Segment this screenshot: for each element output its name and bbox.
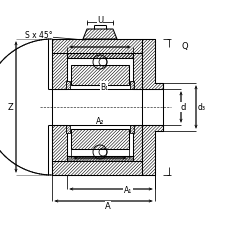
Polygon shape [66,82,70,90]
Text: d: d [180,103,185,112]
Text: A₂: A₂ [95,116,104,125]
Text: d₃: d₃ [197,103,205,112]
Polygon shape [67,54,132,59]
Polygon shape [52,54,67,90]
Polygon shape [52,125,67,161]
Polygon shape [129,125,134,134]
Text: Z: Z [7,103,13,112]
Polygon shape [52,40,141,59]
Text: A: A [105,202,110,211]
Polygon shape [66,125,70,134]
Polygon shape [67,156,132,161]
Polygon shape [132,54,141,90]
Text: B₁: B₁ [100,82,108,91]
Text: U: U [96,15,103,25]
Polygon shape [141,125,162,175]
Polygon shape [132,125,141,161]
Polygon shape [141,40,162,90]
Text: Q: Q [181,42,188,51]
Polygon shape [52,156,141,175]
Polygon shape [71,129,128,149]
Polygon shape [129,82,134,90]
Text: S x 45°: S x 45° [25,30,53,39]
Polygon shape [83,30,117,40]
Polygon shape [71,66,128,86]
Text: A₁: A₁ [123,186,131,195]
